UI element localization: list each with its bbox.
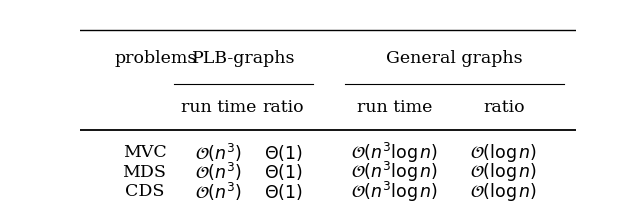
Text: run time: run time bbox=[181, 99, 257, 116]
Text: $\mathcal{O}(\log n)$: $\mathcal{O}(\log n)$ bbox=[470, 161, 538, 183]
Text: $\mathcal{O}(n^3 \log n)$: $\mathcal{O}(n^3 \log n)$ bbox=[351, 180, 438, 204]
Text: $\mathcal{O}(n^3)$: $\mathcal{O}(n^3)$ bbox=[195, 161, 243, 183]
Text: PLB-graphs: PLB-graphs bbox=[192, 50, 296, 67]
Text: run time: run time bbox=[357, 99, 433, 116]
Text: General graphs: General graphs bbox=[386, 50, 523, 67]
Text: MDS: MDS bbox=[122, 164, 166, 181]
Text: $\mathcal{O}(n^3 \log n)$: $\mathcal{O}(n^3 \log n)$ bbox=[351, 141, 438, 165]
Text: $\Theta(1)$: $\Theta(1)$ bbox=[264, 143, 303, 163]
Text: $\Theta(1)$: $\Theta(1)$ bbox=[264, 162, 303, 182]
Text: $\mathcal{O}(n^3)$: $\mathcal{O}(n^3)$ bbox=[195, 181, 243, 203]
Text: $\mathcal{O}(n^3 \log n)$: $\mathcal{O}(n^3 \log n)$ bbox=[351, 160, 438, 184]
Text: $\mathcal{O}(\log n)$: $\mathcal{O}(\log n)$ bbox=[470, 181, 538, 203]
Text: problems: problems bbox=[115, 50, 197, 67]
Text: $\mathcal{O}(n^3)$: $\mathcal{O}(n^3)$ bbox=[195, 142, 243, 164]
Text: $\Theta(1)$: $\Theta(1)$ bbox=[264, 182, 303, 202]
Text: ratio: ratio bbox=[483, 99, 525, 116]
Text: $\mathcal{O}(\log n)$: $\mathcal{O}(\log n)$ bbox=[470, 142, 538, 164]
Text: CDS: CDS bbox=[125, 183, 164, 200]
Text: ratio: ratio bbox=[262, 99, 304, 116]
Text: MVC: MVC bbox=[123, 144, 166, 161]
